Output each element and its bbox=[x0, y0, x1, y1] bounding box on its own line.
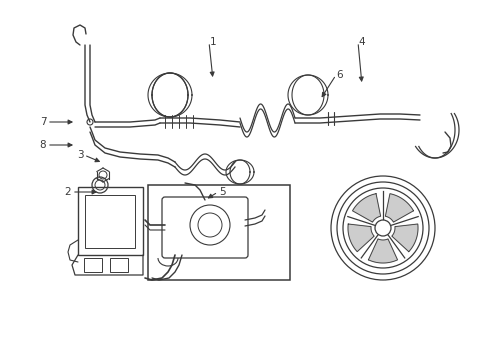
Bar bbox=[148, 185, 289, 280]
Text: 1: 1 bbox=[209, 37, 216, 47]
Bar bbox=[110, 258, 128, 272]
Bar bbox=[84, 258, 102, 272]
Text: 8: 8 bbox=[40, 140, 46, 150]
Polygon shape bbox=[352, 194, 380, 222]
Text: 3: 3 bbox=[77, 150, 83, 160]
Polygon shape bbox=[385, 194, 413, 222]
Text: 7: 7 bbox=[40, 117, 46, 127]
Polygon shape bbox=[368, 239, 397, 263]
Text: 4: 4 bbox=[358, 37, 365, 47]
Text: 5: 5 bbox=[218, 187, 225, 197]
Text: 2: 2 bbox=[64, 187, 71, 197]
Polygon shape bbox=[391, 224, 417, 252]
Text: 6: 6 bbox=[336, 70, 343, 80]
Polygon shape bbox=[347, 224, 373, 252]
